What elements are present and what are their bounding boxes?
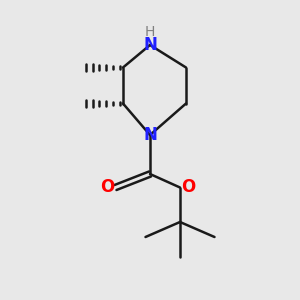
Text: N: N (143, 126, 157, 144)
Text: H: H (145, 25, 155, 38)
Text: O: O (181, 178, 196, 196)
Text: N: N (143, 36, 157, 54)
Text: O: O (100, 178, 114, 196)
